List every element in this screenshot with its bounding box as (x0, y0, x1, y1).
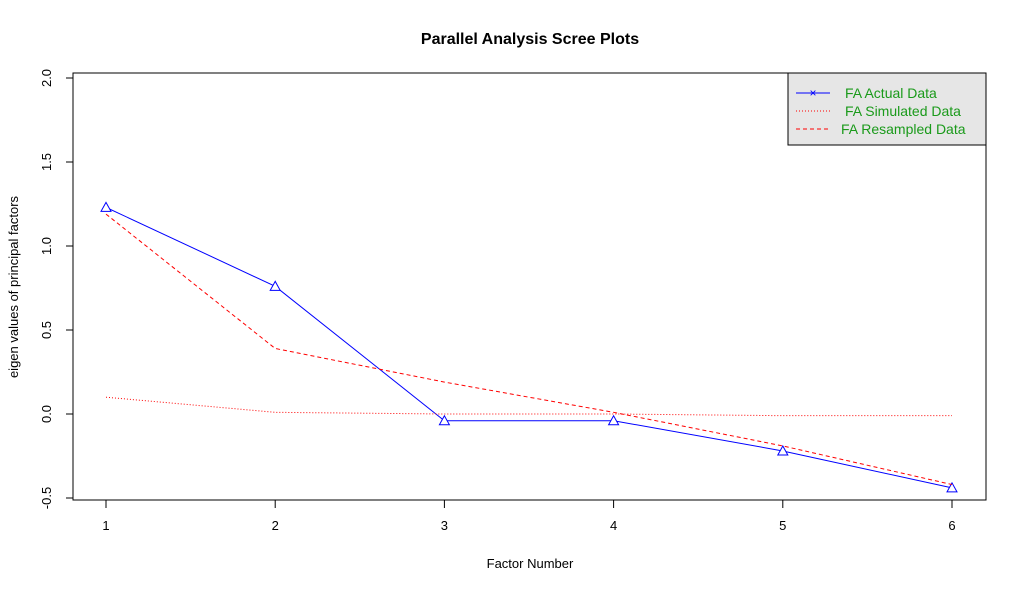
triangle-marker-icon (946, 481, 958, 493)
y-tick-label: 0.5 (39, 321, 54, 339)
chart-title: Parallel Analysis Scree Plots (421, 31, 639, 48)
plot-frame (72, 72, 987, 501)
y-tick-label: 1.0 (39, 237, 54, 255)
legend-label-simulated: FA Simulated Data (845, 103, 961, 119)
x-axis-label: Factor Number (487, 556, 574, 571)
y-tick-label: 0.0 (39, 405, 54, 423)
series-line-2 (105, 213, 953, 486)
triangle-marker-icon (776, 444, 789, 456)
x-tick-label: 2 (272, 518, 279, 533)
x-marker-icon: × (809, 86, 816, 100)
y-tick-label: 1.5 (39, 153, 54, 171)
y-axis: -0.5 0.0 0.5 1.0 1.5 2.0 (39, 69, 73, 509)
triangle-marker-icon (607, 414, 620, 426)
x-tick-label: 1 (102, 518, 109, 533)
x-axis: 1 2 3 4 5 6 (102, 500, 956, 533)
legend-box (787, 72, 987, 146)
y-tick-label: 2.0 (39, 69, 54, 87)
legend-label-resampled: FA Resampled Data (841, 121, 966, 137)
legend-item-resampled: FA Resampled Data (796, 121, 966, 137)
series-line-1 (105, 396, 952, 417)
legend: × FA Actual Data FA Simulated Data FA Re… (787, 72, 987, 146)
y-axis-label: eigen values of principal factors (6, 195, 21, 378)
y-tick-label: -0.5 (39, 487, 54, 509)
x-tick-label: 4 (610, 518, 617, 533)
legend-label-actual: FA Actual Data (845, 85, 937, 101)
x-tick-label: 6 (948, 518, 955, 533)
legend-item-simulated: FA Simulated Data (796, 103, 961, 119)
triangle-marker-icon (100, 201, 112, 212)
triangle-marker-icon (269, 280, 282, 291)
x-tick-label: 3 (441, 518, 448, 533)
legend-item-actual: × FA Actual Data (796, 85, 937, 101)
triangle-marker-icon (438, 414, 451, 426)
series-lines (100, 201, 958, 493)
x-tick-label: 5 (779, 518, 786, 533)
series-line-0 (105, 206, 953, 489)
